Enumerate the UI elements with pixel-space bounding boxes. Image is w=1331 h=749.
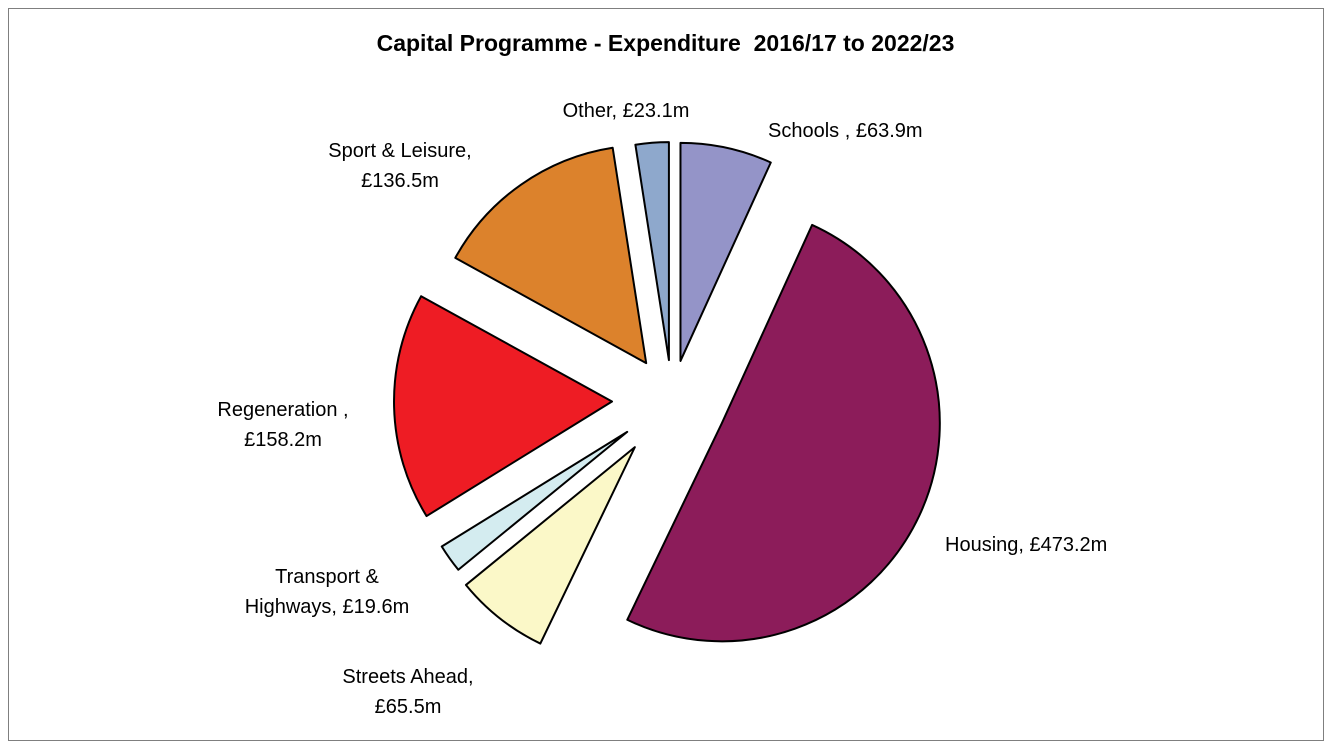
slice-label: Housing, £473.2m bbox=[945, 534, 1108, 556]
pie-slice bbox=[464, 446, 636, 645]
chart-title: Capital Programme - Expenditure 2016/17 … bbox=[376, 30, 955, 56]
pie-slice bbox=[454, 146, 648, 365]
pie-slice bbox=[393, 295, 614, 518]
slice-label: Streets Ahead, £65.5m bbox=[342, 666, 474, 718]
pie-slice bbox=[626, 223, 941, 643]
pie-slice bbox=[440, 430, 629, 571]
pie-slice bbox=[679, 141, 772, 362]
slice-label: Schools , £63.9m bbox=[768, 120, 923, 142]
slice-label: Transport & Highways, £19.6m bbox=[244, 566, 410, 618]
slice-label: Other, £23.1m bbox=[562, 100, 690, 122]
slice-label: Sport & Leisure, £136.5m bbox=[328, 140, 472, 192]
pie-slice bbox=[634, 141, 670, 362]
slice-label: Regeneration , £158.2m bbox=[217, 399, 349, 451]
